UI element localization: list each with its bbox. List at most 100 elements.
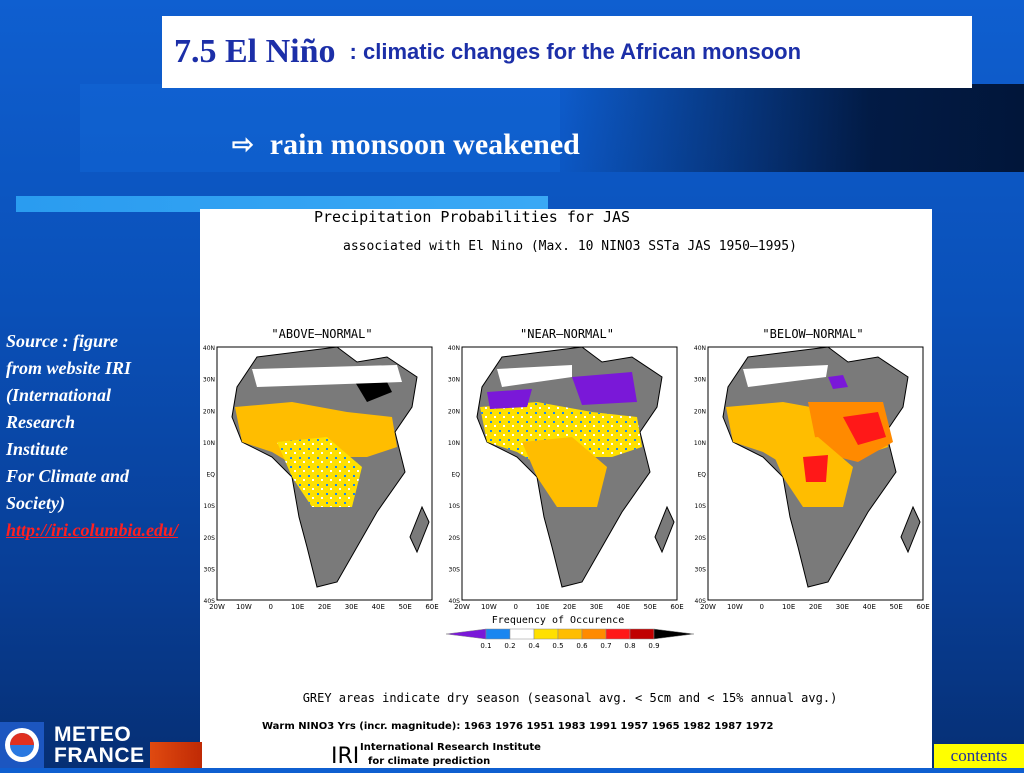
high-frequency-region (843, 412, 886, 445)
lon-tick-label: 0 (269, 603, 273, 611)
slide-title: 7.5 El Niño (174, 33, 336, 70)
colorbar-tick-label: 0.2 (504, 642, 515, 650)
lon-tick-label: 50E (889, 603, 902, 611)
lon-tick-label: 60E (916, 603, 929, 611)
panel-below-normal: "BELOW–NORMAL" (707, 327, 924, 601)
low-frequency-region (828, 375, 848, 389)
colorbar-swatch (629, 628, 655, 640)
lon-tick-label: 50E (398, 603, 411, 611)
colorbar-tick-label: 0.1 (480, 642, 491, 650)
lon-tick-label: 20E (318, 603, 331, 611)
red-accent-bar (150, 742, 202, 768)
colorbar-tick-label: 0.9 (648, 642, 659, 650)
logo-line: METEO (54, 723, 132, 746)
lat-tick-label: EQ (206, 472, 215, 479)
lon-tick-label: 30E (345, 603, 358, 611)
lat-tick-label: 10S (449, 503, 461, 510)
lon-tick-label: 30E (836, 603, 849, 611)
lon-tick-label: 10W (727, 603, 743, 611)
source-line: Research (6, 412, 75, 432)
lon-tick-label: 60E (425, 603, 438, 611)
lat-tick-label: 20S (695, 535, 707, 542)
source-line: For Climate and (6, 466, 130, 486)
lat-tick-label: 40N (203, 345, 215, 352)
source-line: Society) (6, 493, 65, 513)
title-box: 7.5 El Niño : climatic changes for the A… (162, 16, 972, 88)
colorbar: 0.1 0.2 0.4 0.5 0.6 0.7 0.8 0.9 (445, 628, 695, 650)
lon-tick-label: 10E (536, 603, 549, 611)
lat-tick-label: 40S (449, 598, 461, 605)
lon-tick-label: 20W (209, 603, 225, 611)
colorbar-swatch (581, 628, 607, 640)
lat-tick-label: EQ (697, 472, 706, 479)
lon-tick-label: 60E (670, 603, 683, 611)
lat-tick-label: 20N (203, 408, 215, 415)
lat-tick-label: 20S (449, 535, 461, 542)
background-band (0, 84, 1024, 172)
lat-tick-label: 40S (695, 598, 707, 605)
colorbar-tick-label: 0.8 (624, 642, 635, 650)
madagascar (900, 505, 921, 554)
figure-svg: Precipitation Probabilities for JAS asso… (203, 208, 930, 769)
figure-subtitle: associated with El Nino (Max. 10 NINO3 S… (343, 239, 797, 254)
lon-tick-label: 20W (700, 603, 716, 611)
lat-tick-label: 20S (204, 535, 216, 542)
logo-text: METEO FRANCE (54, 724, 145, 766)
source-link[interactable]: http://iri.columbia.edu/ (6, 520, 179, 540)
rain-region (522, 437, 607, 507)
precipitation-figure: Precipitation Probabilities for JAS asso… (200, 208, 932, 769)
lat-tick-label: 40N (694, 345, 706, 352)
lon-tick-label: 10E (782, 603, 795, 611)
colorbar-tick-label: 0.6 (576, 642, 588, 650)
rain-speckle (480, 402, 642, 467)
colorbar-swatch (509, 628, 535, 640)
lat-tick-label: 30S (204, 566, 216, 573)
source-line: (International (6, 385, 112, 405)
colorbar-swatch (653, 628, 695, 640)
low-frequency-region (572, 372, 637, 405)
desert-region (252, 365, 402, 387)
lat-tick-label: 20N (448, 408, 460, 415)
madagascar (654, 505, 675, 554)
lat-tick-label: 40S (204, 598, 216, 605)
colorbar-swatch (605, 628, 631, 640)
source-line: Institute (6, 439, 69, 459)
lat-tick-label: 10N (448, 440, 460, 447)
lon-tick-label: 0 (514, 603, 518, 611)
lon-tick-label: 10W (481, 603, 497, 611)
colorbar-tick-label: 0.5 (552, 642, 563, 650)
meteo-france-logo: METEO FRANCE (0, 722, 200, 768)
slide-subtitle: : climatic changes for the African monso… (349, 39, 802, 64)
colorbar-tick-label: 0.7 (600, 642, 611, 650)
lat-tick-label: 10S (204, 503, 216, 510)
desert-region (497, 365, 572, 387)
lon-tick-label: 10W (236, 603, 252, 611)
lat-tick-label: 40N (448, 345, 460, 352)
lat-tick-label: 30N (694, 377, 706, 384)
panel-label: "NEAR–NORMAL" (520, 327, 614, 341)
lon-tick-label: 40E (863, 603, 876, 611)
iri-mark: IRI (331, 744, 359, 768)
source-note: Source : figure from website IRI (Intern… (6, 328, 196, 544)
lat-tick-label: 20N (694, 408, 706, 415)
bullet-point: ⇨ rain monsoon weakened (232, 128, 580, 162)
dry-season-note: GREY areas indicate dry season (seasonal… (303, 691, 838, 705)
accent-bar (16, 196, 548, 212)
lon-tick-label: 40E (617, 603, 630, 611)
panel-above-normal: "ABOVE–NORMAL" (216, 327, 433, 601)
figure-title: Precipitation Probabilities for JAS (314, 209, 630, 226)
panel-near-normal: "NEAR–NORMAL" (461, 327, 678, 601)
lat-tick-label: 30N (203, 377, 215, 384)
lon-tick-label: 20E (563, 603, 576, 611)
bullet-text: rain monsoon weakened (269, 128, 580, 161)
madagascar (409, 505, 430, 554)
warm-years-note: Warm NINO3 Yrs (incr. magnitude): 1963 1… (262, 721, 774, 732)
desert-region (743, 365, 828, 387)
lat-tick-label: 10N (694, 440, 706, 447)
lon-tick-label: 50E (643, 603, 656, 611)
colorbar-swatch (557, 628, 583, 640)
colorbar-swatch (445, 628, 487, 640)
contents-button[interactable]: contents (934, 744, 1024, 768)
lon-tick-label: 10E (291, 603, 304, 611)
